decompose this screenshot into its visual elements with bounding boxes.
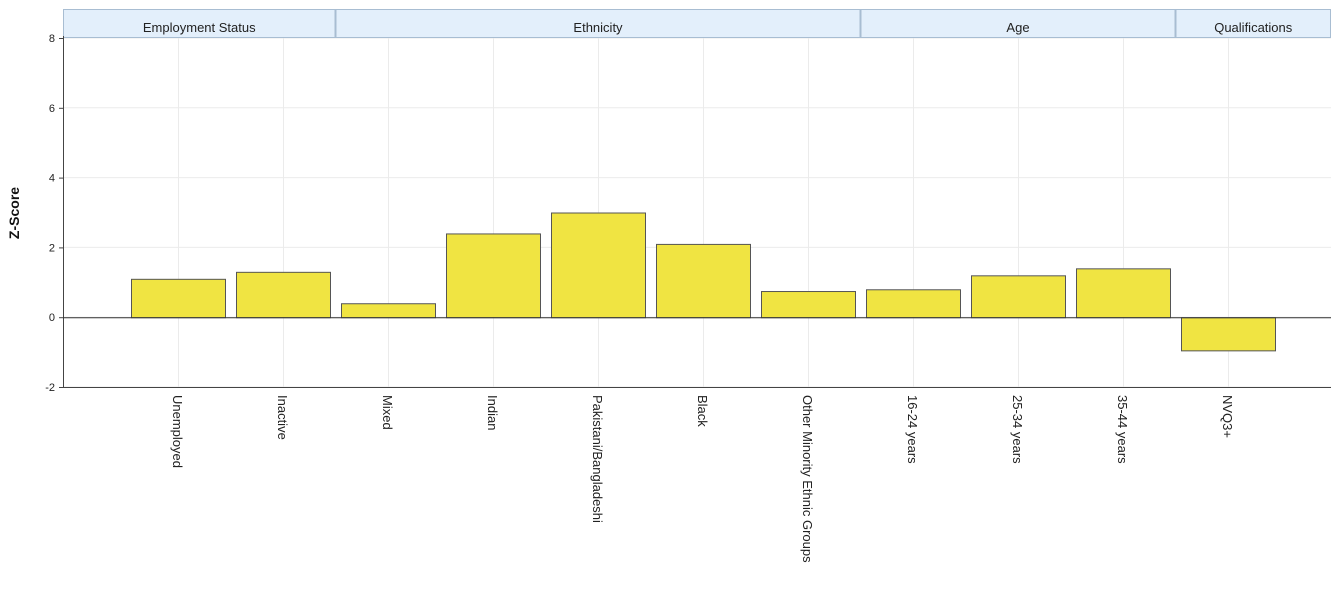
bar (131, 278, 226, 319)
y-tick-label: 8 (49, 33, 55, 45)
category-label: Pakistani/Bangladeshi (590, 395, 605, 523)
group-header-band: Employment Status Ethnicity Age Qualificati… (63, 9, 1331, 38)
category-label: 16-24 years (905, 395, 920, 464)
category-label: 25-34 years (1010, 395, 1025, 464)
axis-layer: -2 0 2 4 6 8 (45, 33, 1331, 394)
y-tick-label: -2 (45, 382, 55, 394)
group-header-label: Ethnicity (573, 20, 623, 35)
y-axis-label: Z-Score (6, 187, 22, 239)
y-tick-label: 2 (49, 242, 55, 254)
bar (551, 212, 646, 319)
category-label: NVQ3+ (1220, 395, 1235, 438)
category-label: Indian (485, 395, 500, 430)
category-label: Mixed (380, 395, 395, 430)
bar (341, 303, 436, 319)
y-tick-label: 0 (49, 312, 55, 324)
grid-layer (63, 37, 1331, 388)
group-header (63, 9, 336, 38)
bar-layer (131, 212, 1276, 352)
category-label: Other Minority Ethnic Groups (800, 395, 815, 563)
group-header-label: Qualifications (1214, 20, 1293, 35)
bar (761, 291, 856, 319)
category-label: 35-44 years (1115, 395, 1130, 464)
bar (446, 233, 541, 319)
bar (1076, 268, 1171, 319)
bar (1181, 317, 1276, 352)
group-header-label: Age (1006, 20, 1029, 35)
group-header (860, 9, 1176, 38)
category-label: Unemployed (170, 395, 185, 468)
bar (866, 289, 961, 319)
category-label: Black (695, 395, 710, 427)
category-label-layer: Unemployed Inactive Mixed Indian Pakistani/B… (170, 395, 1235, 563)
group-header-label: Employment Status (143, 20, 256, 35)
bar (971, 275, 1066, 319)
bar (656, 243, 751, 319)
category-label: Inactive (275, 395, 290, 440)
group-header (335, 9, 861, 38)
bar (236, 271, 331, 319)
y-tick-label: 4 (49, 173, 55, 185)
y-tick-label: 6 (49, 103, 55, 115)
